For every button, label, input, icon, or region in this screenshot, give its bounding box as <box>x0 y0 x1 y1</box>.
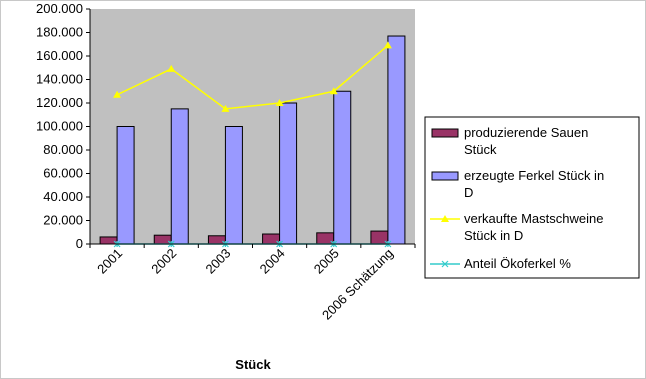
bar-sauen <box>316 232 335 245</box>
bar-sauen <box>207 235 226 245</box>
legend-label: D <box>464 185 473 200</box>
bar-ferkel <box>116 126 135 245</box>
legend-box <box>424 116 640 279</box>
y-tick-label: 40.000 <box>43 189 83 204</box>
bar-ferkel <box>224 126 243 245</box>
bar-ferkel <box>333 90 352 245</box>
point-mastschweine <box>383 41 392 49</box>
y-tick-label: 0 <box>76 236 83 251</box>
bar-sauen <box>262 233 281 245</box>
bar-ferkel <box>170 108 189 245</box>
bar-ferkel <box>279 102 298 245</box>
y-tick-label: 20.000 <box>43 213 83 228</box>
plot-area <box>90 9 415 244</box>
y-tick-label: 140.000 <box>36 72 83 87</box>
x-tick-label: 2003 <box>202 246 233 277</box>
legend-marker-star <box>441 260 449 268</box>
point-mastschweine <box>221 104 230 112</box>
point-mastschweine <box>167 64 176 72</box>
line-mastschweine <box>116 44 389 110</box>
y-tick-label: 80.000 <box>43 142 83 157</box>
y-tick-label: 100.000 <box>36 119 83 134</box>
y-tick-label: 180.000 <box>36 25 83 40</box>
legend-marker-triangle <box>441 215 449 222</box>
y-tick-label: 200.000 <box>36 1 83 16</box>
point-mastschweine <box>275 99 284 106</box>
x-axis-label: Stück <box>235 357 271 372</box>
legend-marker-bar <box>431 128 459 138</box>
legend-label: Stück in D <box>464 228 523 243</box>
y-tick-label: 60.000 <box>43 166 83 181</box>
x-tick-label: 2001 <box>94 246 125 277</box>
point-mastschweine <box>113 90 122 98</box>
legend-label: Stück <box>464 142 497 157</box>
legend-marker-bar <box>431 171 459 181</box>
legend-label: erzeugte Ferkel Stück in <box>464 168 604 183</box>
x-tick-label: 2002 <box>148 246 179 277</box>
bar-ferkel <box>387 35 406 245</box>
legend-label: produzierende Sauen <box>464 125 588 140</box>
legend-label: Anteil Ökoferkel % <box>464 256 571 271</box>
x-tick-label: 2004 <box>257 246 288 277</box>
y-tick-label: 120.000 <box>36 95 83 110</box>
bar-sauen <box>99 236 118 245</box>
legend-label: verkaufte Mastschweine <box>464 211 603 226</box>
bar-sauen <box>153 234 172 245</box>
point-mastschweine <box>329 87 338 95</box>
x-tick-label: 2005 <box>311 246 342 277</box>
y-tick-label: 160.000 <box>36 48 83 63</box>
